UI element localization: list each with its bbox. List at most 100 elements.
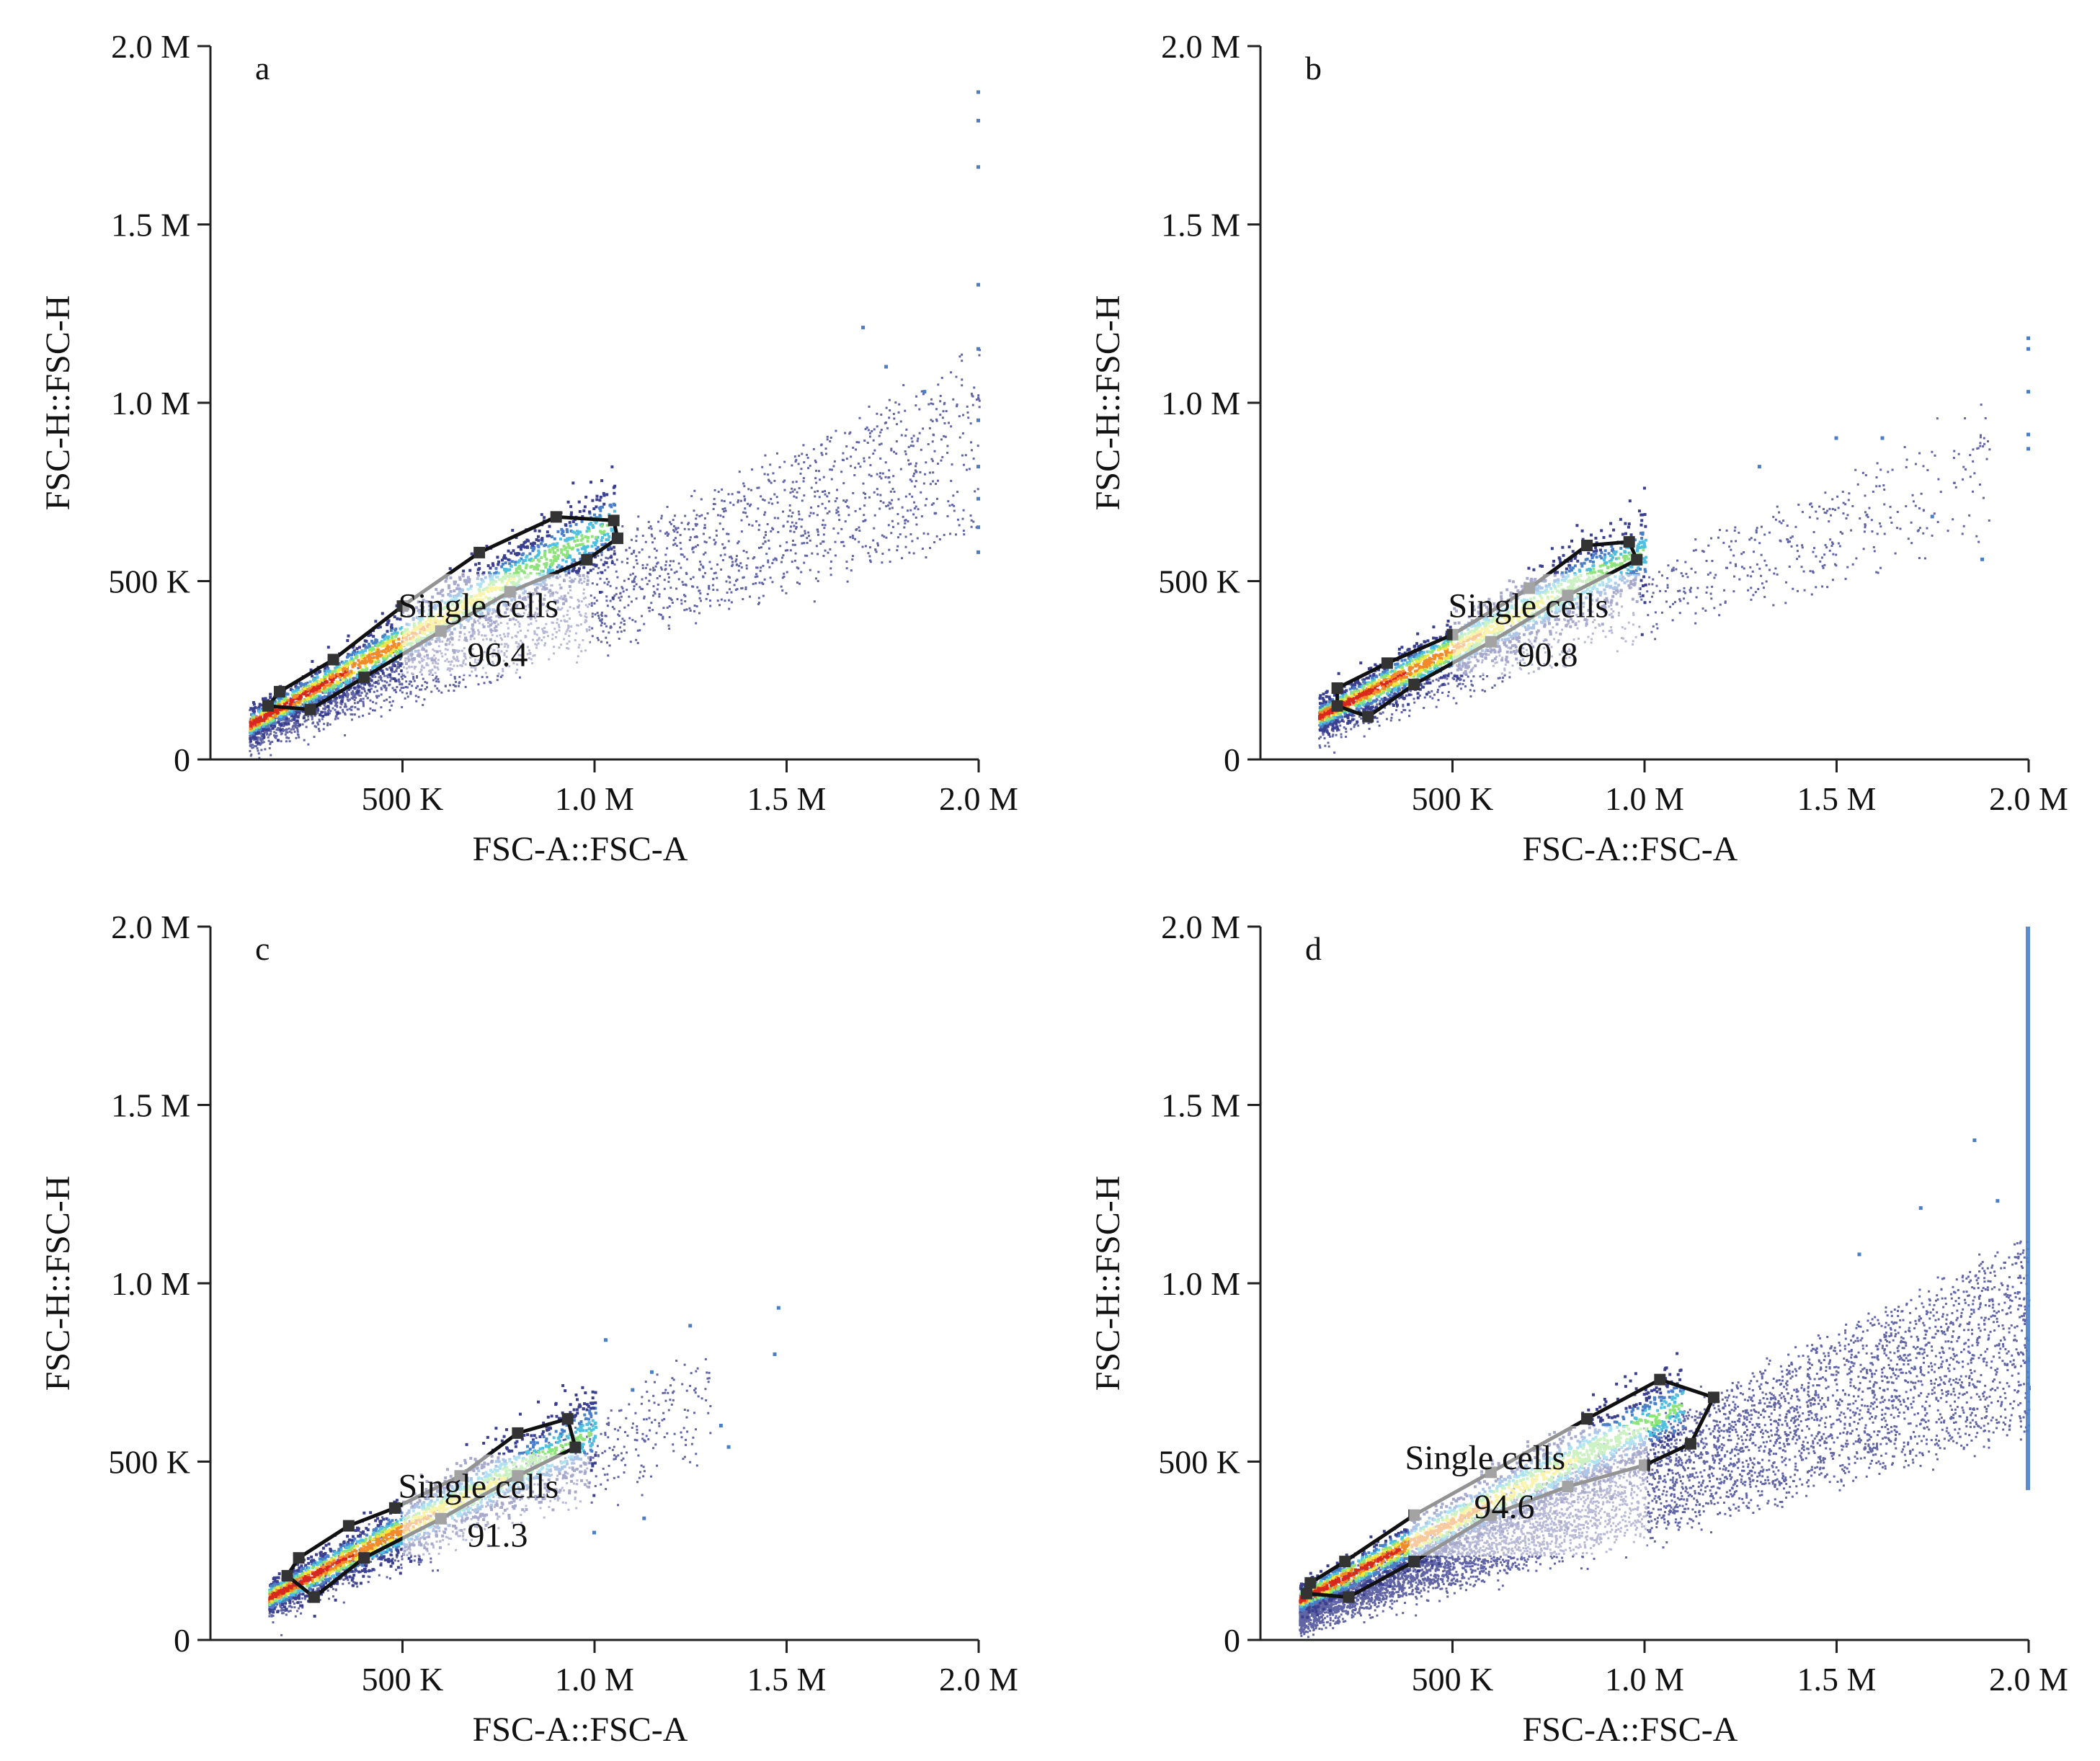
event-point bbox=[1828, 520, 1830, 523]
event-point bbox=[511, 529, 515, 532]
event-point bbox=[560, 550, 564, 554]
event-point bbox=[912, 434, 915, 437]
event-point bbox=[672, 560, 675, 563]
event-point bbox=[421, 684, 424, 687]
event-point bbox=[680, 548, 682, 550]
event-point bbox=[668, 616, 671, 619]
event-point bbox=[802, 534, 805, 537]
event-point bbox=[917, 437, 920, 440]
gate-vertex-handle[interactable] bbox=[262, 700, 274, 712]
event-point bbox=[329, 677, 333, 681]
event-point bbox=[571, 558, 574, 562]
event-point bbox=[313, 682, 316, 686]
event-point bbox=[708, 536, 711, 539]
event-point bbox=[536, 558, 540, 562]
event-point bbox=[388, 709, 391, 712]
event-point bbox=[266, 716, 269, 719]
event-point bbox=[833, 460, 836, 463]
event-point bbox=[761, 581, 764, 584]
event-point bbox=[922, 427, 925, 430]
gate-vertex-handle[interactable] bbox=[611, 532, 623, 545]
event-point bbox=[767, 559, 770, 562]
gate-vertex-handle[interactable] bbox=[581, 553, 593, 566]
event-point bbox=[342, 682, 344, 685]
event-point bbox=[548, 544, 552, 548]
event-point bbox=[370, 674, 374, 677]
gate-vertex-handle[interactable] bbox=[273, 685, 285, 697]
event-point bbox=[335, 714, 338, 717]
event-point bbox=[301, 703, 304, 706]
event-point bbox=[260, 712, 264, 715]
event-point bbox=[509, 564, 512, 568]
event-point bbox=[616, 576, 619, 579]
event-point bbox=[553, 557, 557, 561]
event-point bbox=[575, 533, 579, 537]
event-point bbox=[287, 721, 290, 723]
event-point bbox=[340, 660, 344, 664]
event-point bbox=[437, 690, 440, 692]
event-point bbox=[346, 698, 349, 701]
event-point bbox=[332, 674, 336, 678]
event-point bbox=[631, 553, 633, 556]
event-point bbox=[366, 655, 370, 659]
event-point bbox=[891, 525, 894, 528]
events-layer bbox=[1317, 336, 2030, 754]
event-point bbox=[724, 507, 726, 510]
event-point bbox=[383, 674, 386, 677]
event-point bbox=[913, 501, 916, 504]
event-point bbox=[817, 490, 819, 493]
event-point bbox=[329, 700, 332, 703]
event-point bbox=[534, 555, 538, 558]
event-point bbox=[384, 647, 388, 651]
event-point bbox=[596, 545, 600, 549]
gate-vertex-handle[interactable] bbox=[473, 546, 486, 558]
event-point bbox=[976, 445, 979, 447]
event-point bbox=[714, 571, 717, 574]
event-point bbox=[851, 555, 854, 558]
event-point bbox=[533, 567, 536, 571]
event-point bbox=[858, 416, 861, 419]
event-point bbox=[1985, 458, 1988, 460]
event-point bbox=[789, 549, 792, 552]
event-point bbox=[550, 563, 553, 567]
gate-vertex-handle[interactable] bbox=[358, 672, 370, 684]
event-point bbox=[249, 739, 252, 743]
event-point bbox=[596, 637, 599, 640]
event-point bbox=[941, 455, 944, 458]
event-point bbox=[294, 720, 297, 723]
event-point bbox=[257, 705, 261, 709]
gate-polygon[interactable] bbox=[266, 514, 620, 712]
event-point bbox=[609, 584, 612, 587]
event-point bbox=[486, 676, 489, 679]
event-point bbox=[713, 498, 716, 501]
gate-vertex-handle[interactable] bbox=[327, 654, 339, 666]
event-point bbox=[576, 530, 579, 533]
event-point bbox=[887, 524, 890, 527]
event-point bbox=[529, 542, 533, 545]
event-point bbox=[269, 695, 272, 699]
event-point bbox=[263, 713, 267, 717]
event-point bbox=[267, 718, 270, 721]
event-point bbox=[688, 522, 690, 525]
event-point bbox=[742, 550, 745, 553]
event-point bbox=[462, 678, 465, 681]
gate-vertex-handle[interactable] bbox=[304, 703, 316, 715]
event-point bbox=[293, 718, 296, 721]
gate-vertex-handle[interactable] bbox=[608, 514, 620, 527]
event-point bbox=[592, 568, 595, 571]
event-point bbox=[332, 683, 335, 687]
event-point bbox=[1469, 695, 1472, 697]
event-point bbox=[380, 688, 383, 691]
event-point bbox=[275, 736, 277, 739]
event-point bbox=[385, 656, 388, 660]
event-point bbox=[641, 615, 644, 618]
event-point bbox=[470, 552, 473, 556]
event-point bbox=[700, 599, 703, 602]
event-point bbox=[881, 561, 884, 564]
gate-vertex-handle[interactable] bbox=[550, 511, 562, 523]
event-point bbox=[347, 672, 350, 675]
event-point bbox=[835, 497, 838, 500]
event-point bbox=[703, 540, 706, 543]
event-point bbox=[809, 569, 811, 571]
event-point bbox=[744, 586, 747, 589]
